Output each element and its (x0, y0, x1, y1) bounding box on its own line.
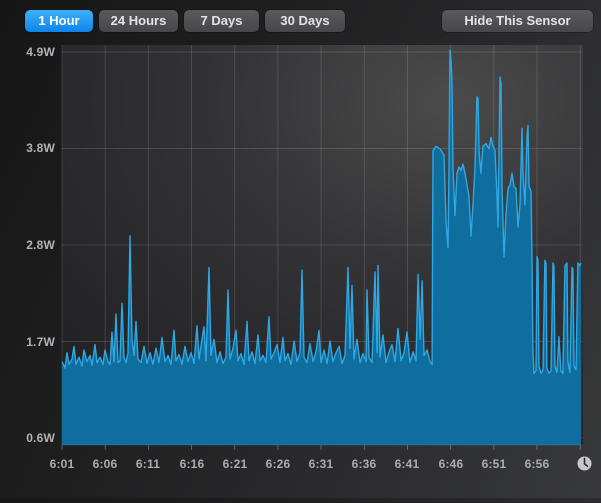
range-button-7-days[interactable]: 7 Days (184, 10, 259, 32)
x-tick-label: 6:36 (351, 457, 377, 471)
x-tick-label: 6:01 (49, 457, 75, 471)
x-tick-label: 6:06 (92, 457, 118, 471)
x-tick-label: 6:51 (481, 457, 507, 471)
x-tick-label: 6:41 (394, 457, 420, 471)
area-line (61, 49, 582, 375)
x-tick-label: 6:31 (308, 457, 334, 471)
x-tick-label: 6:56 (524, 457, 550, 471)
x-tick-label: 6:16 (179, 457, 205, 471)
x-tick-label: 6:46 (438, 457, 464, 471)
y-tick-label: 1.7W (26, 335, 55, 349)
clock-icon (577, 456, 592, 471)
y-tick-label: 3.8W (26, 141, 55, 155)
x-tick-label: 6:11 (135, 457, 161, 471)
range-button-1-hour[interactable]: 1 Hour (25, 10, 93, 32)
y-tick-label: 0.6W (26, 431, 55, 445)
y-tick-label: 4.9W (26, 45, 55, 59)
x-tick-label: 6:21 (222, 457, 248, 471)
range-button-30-days[interactable]: 30 Days (265, 10, 345, 32)
hide-this-sensor-button[interactable]: Hide This Sensor (442, 10, 593, 32)
range-button-24-hours[interactable]: 24 Hours (99, 10, 178, 32)
area-fill (62, 50, 581, 445)
y-tick-label: 2.8W (26, 238, 55, 252)
x-tick-label: 6:26 (265, 457, 291, 471)
